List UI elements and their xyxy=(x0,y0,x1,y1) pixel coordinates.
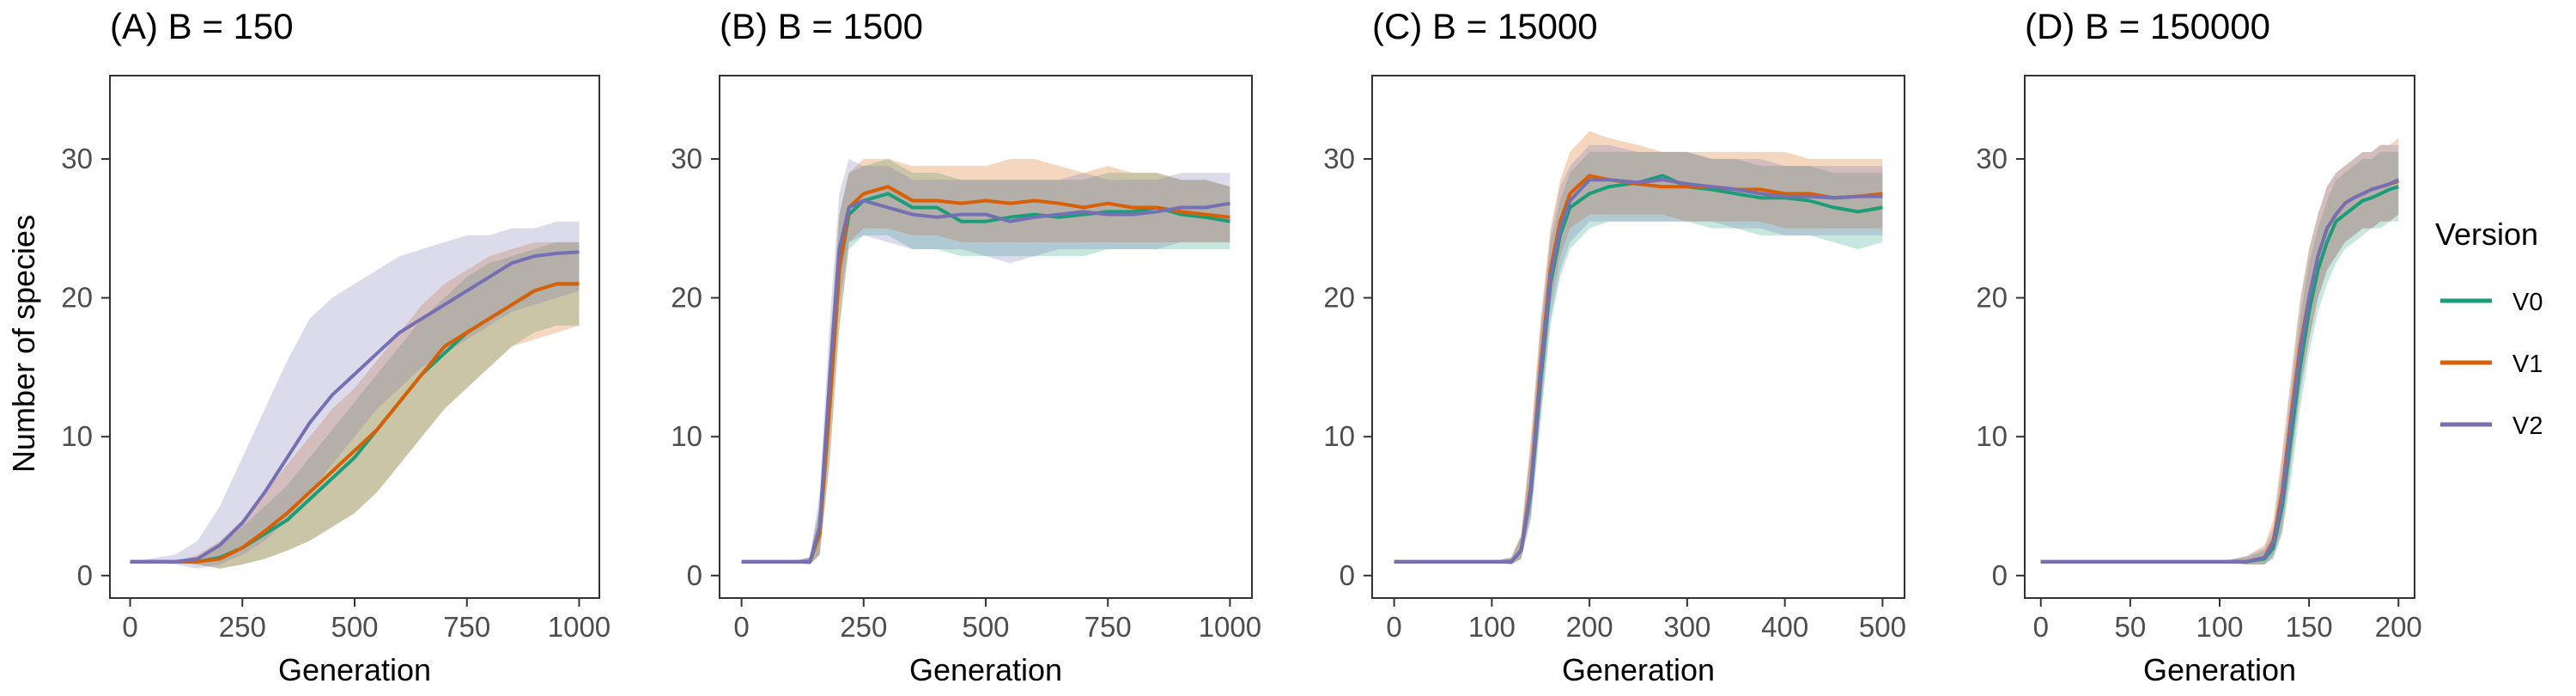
panel-b-x-tick-label-0: 0 xyxy=(733,611,749,643)
panel-c-y-tick-label-0: 0 xyxy=(1340,559,1355,591)
panel-c-plot-area xyxy=(1372,76,1905,598)
panel-d-ribbon-v1 xyxy=(2040,137,2399,565)
panel-a-y-tick-label-20: 20 xyxy=(61,282,93,314)
panel-b-x-tick-label-1000: 1000 xyxy=(1199,611,1261,643)
legend-label-v2: V2 xyxy=(2512,412,2543,440)
panel-b-y-tick-label-20: 20 xyxy=(671,282,702,314)
panel-b-y-tick-label-10: 10 xyxy=(671,420,702,452)
panel-d-title: (D) B = 150000 xyxy=(2025,6,2270,46)
panel-b-y-tick-label-30: 30 xyxy=(671,143,702,174)
panel-c-title: (C) B = 15000 xyxy=(1372,6,1598,46)
panel-a-y-tick-label-10: 10 xyxy=(61,420,93,452)
panel-a-line-v1 xyxy=(130,282,580,564)
panel-c-ribbon-v2 xyxy=(1394,144,1883,565)
panel-d-x-tick-label-100: 100 xyxy=(2196,611,2243,643)
panel-d-plot-area xyxy=(2025,76,2415,598)
legend-item-v1: V1 xyxy=(2440,351,2543,378)
panel-b-line-v2 xyxy=(741,198,1230,564)
panel-b-ribbon-v1 xyxy=(741,159,1230,565)
panel-d-y-tick-label-30: 30 xyxy=(1976,143,2008,174)
panel-a-ribbon-v0 xyxy=(130,241,580,569)
panel-d-y-tick-label-0: 0 xyxy=(1992,559,2008,591)
panel-d-series-group xyxy=(2040,137,2400,565)
panel-a-y-tick-label-30: 30 xyxy=(61,143,93,174)
panel-c-x-tick-label-100: 100 xyxy=(1468,611,1516,643)
panel-d-ribbon-v2 xyxy=(2040,144,2399,565)
panel-d-y-tick-label-20: 20 xyxy=(1976,282,2008,314)
panel-c-x-tick-label-300: 300 xyxy=(1663,611,1710,643)
panel-b-series-group xyxy=(741,159,1230,565)
panel-c-y-tick-label-20: 20 xyxy=(1323,282,1355,314)
legend-label-v0: V0 xyxy=(2512,289,2543,316)
panel-a-x-axis-title: Generation xyxy=(278,652,431,687)
panel-c-x-axis-title: Generation xyxy=(1562,652,1715,687)
panel-d-x-tick-label-150: 150 xyxy=(2286,611,2333,643)
panel-d-x-tick-label-0: 0 xyxy=(2033,611,2049,643)
y-axis-title: Number of species xyxy=(6,215,41,473)
panel-d-y-tick-label-10: 10 xyxy=(1976,420,2008,452)
panel-d-x-axis-title: Generation xyxy=(2143,652,2296,687)
panel-a-title: (A) B = 150 xyxy=(110,6,294,46)
panel-a-x-tick-label-1000: 1000 xyxy=(548,611,611,643)
panel-d-x-tick-label-200: 200 xyxy=(2375,611,2422,643)
panel-b-y-tick-label-0: 0 xyxy=(687,559,702,591)
legend: Version V0 V1 V2 xyxy=(2435,217,2543,440)
legend-item-v0: V0 xyxy=(2440,289,2543,316)
panel-a-ribbon-v2 xyxy=(130,221,580,569)
legend-title: Version xyxy=(2435,217,2538,252)
panel-c-line-v2 xyxy=(1394,178,1883,564)
panel-a-x-tick-label-250: 250 xyxy=(219,611,266,643)
panel-c-x-tick-label-500: 500 xyxy=(1859,611,1906,643)
panel-c: (C) B = 15000 Generation 0 100 200 300 400 50… xyxy=(1323,6,1906,687)
panel-c-border xyxy=(1371,75,1905,599)
panel-d-x-tick-label-50: 50 xyxy=(2115,611,2147,643)
panel-a-plot-area xyxy=(110,76,599,598)
panel-a-x-tick-label-0: 0 xyxy=(122,611,137,643)
legend-item-v2: V2 xyxy=(2440,412,2543,440)
panel-b-ribbon-v0 xyxy=(741,159,1230,565)
panel-a-x-tick-label-750: 750 xyxy=(443,611,490,643)
panel-c-y-tick-label-30: 30 xyxy=(1323,143,1355,174)
panel-c-y-tick-label-10: 10 xyxy=(1323,420,1355,452)
panel-a-ribbon-v1 xyxy=(130,241,580,569)
panel-a-y-tick-label-0: 0 xyxy=(77,559,93,591)
panel-b-x-axis-title: Generation xyxy=(909,652,1062,687)
panel-c-x-tick-label-200: 200 xyxy=(1566,611,1613,643)
panel-a-x-tick-label-500: 500 xyxy=(331,611,378,643)
panel-c-series-group xyxy=(1394,131,1883,565)
panel-b-ribbon-v2 xyxy=(741,159,1230,565)
panel-c-ribbon-v1 xyxy=(1394,131,1883,565)
panel-c-x-tick-label-400: 400 xyxy=(1761,611,1808,643)
panel-b-plot-area xyxy=(720,76,1252,598)
panel-a-line-v2 xyxy=(130,250,580,564)
panel-a: (A) B = 150 Generation 0 250 500 750 1000 0 10… xyxy=(61,6,611,687)
panel-b: (B) B = 1500 Generation 0 250 500 750 1000 0 1… xyxy=(671,6,1261,687)
panel-b-x-tick-label-500: 500 xyxy=(962,611,1009,643)
legend-label-v1: V1 xyxy=(2512,351,2543,378)
panel-b-title: (B) B = 1500 xyxy=(720,6,923,46)
panel-b-x-tick-label-750: 750 xyxy=(1084,611,1132,643)
panel-c-ribbon-v0 xyxy=(1394,151,1883,565)
panel-a-series-group xyxy=(130,221,580,569)
panel-c-x-tick-label-0: 0 xyxy=(1386,611,1401,643)
panel-d-line-v2 xyxy=(2040,178,2400,564)
panel-b-x-tick-label-250: 250 xyxy=(840,611,887,643)
panel-d: (D) B = 150000 Generation 0 50 100 150 200 0 1… xyxy=(1976,6,2422,687)
